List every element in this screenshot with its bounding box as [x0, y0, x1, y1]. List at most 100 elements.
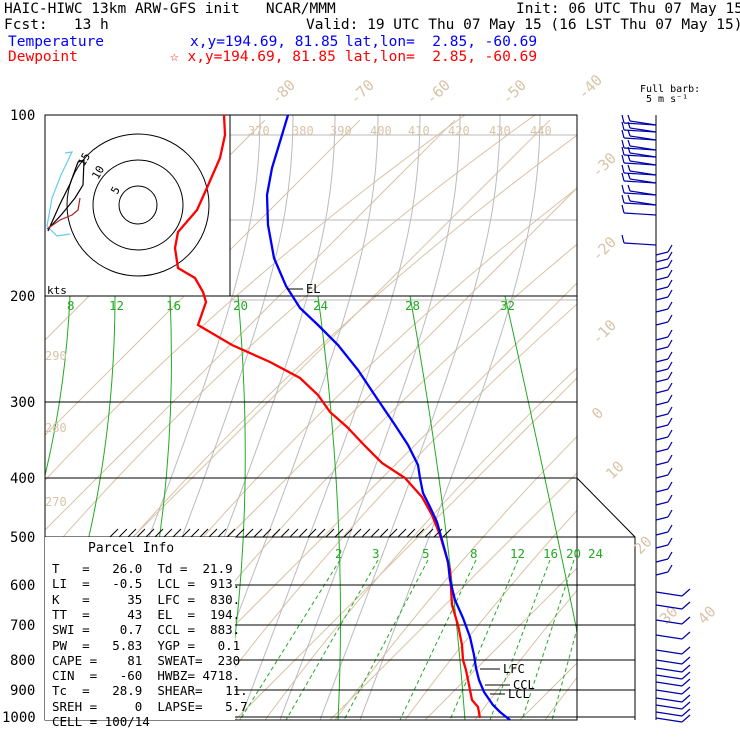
- lfc-label: LFC: [503, 662, 525, 676]
- wind-barb-feather: [621, 146, 625, 156]
- pressure-label-800: 800: [10, 653, 35, 669]
- mixing-ratio-label: 5: [422, 546, 430, 561]
- wind-barb: [655, 659, 683, 665]
- wind-barb-feather: [681, 686, 691, 695]
- hatch-mark: [379, 528, 389, 538]
- wind-barb-feather: [627, 154, 631, 162]
- isotherm-label: -80: [267, 76, 299, 108]
- wind-barb-feather: [667, 454, 673, 463]
- theta-e-label: 370: [248, 124, 270, 138]
- adiabat-line: [45, 115, 536, 559]
- adiabat-line: [474, 589, 577, 720]
- wind-barb: [655, 649, 683, 655]
- theta-e-label: 440: [530, 124, 552, 138]
- wind-barb-feather: [667, 301, 673, 310]
- wind-barb-feather: [627, 194, 631, 202]
- theta-e-line: [359, 115, 541, 720]
- wind-barb: [655, 558, 669, 563]
- hodo-trace-black: [47, 159, 85, 232]
- wind-barb-feather: [621, 184, 625, 194]
- wind-barb: [655, 448, 669, 453]
- hatch-mark: [424, 528, 434, 538]
- mixing-ratio-lower-line: [551, 627, 577, 720]
- pressure-label-100: 100: [10, 108, 35, 124]
- wind-barb-feather: [621, 121, 625, 131]
- mixing-ratio-label: 8: [470, 546, 478, 561]
- hatch-mark: [208, 528, 218, 538]
- wind-barb-feather: [667, 417, 673, 426]
- mixing-ratio-label: 3: [372, 546, 380, 561]
- mixing-ratio-line: [409, 295, 466, 720]
- hatch-mark: [280, 528, 290, 538]
- wind-barb-feather: [621, 154, 625, 164]
- el-label: EL: [306, 282, 320, 296]
- isotherm-label: 40: [694, 602, 720, 628]
- mixing-ratio-lower-line: [449, 559, 519, 720]
- hatch-mark: [325, 528, 335, 538]
- wind-barb-feather: [681, 646, 691, 655]
- hatch-mark: [190, 528, 200, 538]
- wind-barbs: [621, 114, 691, 723]
- wind-barb: [655, 591, 683, 597]
- theta-e-label: 420: [448, 124, 470, 138]
- hatch-mark: [181, 528, 191, 538]
- valid-time: Valid: 19 UTC Thu 07 May 15 (16 LST Thu …: [306, 17, 740, 33]
- wind-barb: [655, 321, 669, 326]
- mixing-ratio-label: 8: [67, 298, 75, 313]
- mixing-ratio-label: 20: [566, 546, 581, 561]
- wind-barb-feather: [627, 146, 631, 154]
- parcel-info-row: PW = 5.83 YGP = 0.1: [52, 637, 241, 653]
- isotherm-label: -30: [588, 149, 620, 181]
- hatch-mark: [442, 528, 452, 538]
- wind-barb-feather: [627, 121, 631, 129]
- wind-barb-feather: [681, 616, 691, 625]
- parcel-info-row: CELL = 100/14: [52, 714, 150, 729]
- wind-barb: [655, 368, 669, 373]
- wind-barb-feather: [667, 351, 673, 360]
- wind-barb: [655, 619, 683, 625]
- parcel-info-row: SWI = 0.7 CCL = 883.: [52, 622, 241, 638]
- wind-barb: [629, 145, 657, 151]
- hatch-mark: [307, 528, 317, 538]
- parcel-info-row: LI = -0.5 LCL = 913.: [52, 576, 241, 592]
- wind-barb: [655, 667, 683, 673]
- wind-barb: [655, 488, 669, 493]
- parcel-info-row: SREH = 0 LAPSE= 5.7: [52, 698, 248, 714]
- hatch-mark: [415, 528, 425, 538]
- theta-e-lines: [79, 115, 577, 720]
- pressure-label-500: 500: [10, 530, 35, 546]
- wind-barb-feather: [667, 537, 673, 546]
- mixing-ratio-label: 24: [313, 298, 328, 313]
- hatch-mark: [118, 528, 128, 538]
- pressure-label-200: 200: [10, 289, 35, 305]
- isotherm-label: 10: [602, 457, 628, 483]
- parcel-info-row: CAPE = 81 SWEAT= 230: [52, 652, 241, 668]
- wind-barb: [655, 604, 683, 610]
- pressure-labels: 100 200 300 400 500 600 700 800 900 1000: [2, 108, 36, 726]
- theta-e-labels: 370 380 390 400 410 420 430 440 290 280 270: [45, 124, 552, 509]
- mixing-ratio-lower-line: [343, 559, 429, 720]
- wind-barb: [655, 697, 683, 703]
- wind-barb: [655, 436, 669, 441]
- theta-e-label: 270: [45, 495, 67, 509]
- freezing-level-hatch: [109, 528, 452, 538]
- mixing-ratio-label: 12: [510, 546, 525, 561]
- wind-barb: [655, 308, 669, 313]
- hatch-mark: [361, 528, 371, 538]
- wind-barb-feather: [667, 509, 673, 518]
- adiabat-line: [615, 115, 740, 720]
- barb-key-label: Full barb:: [640, 84, 701, 95]
- wind-barb: [629, 127, 657, 133]
- plot-frame: [44, 114, 578, 721]
- hatch-mark: [226, 528, 236, 538]
- hatch-mark: [199, 528, 209, 538]
- wind-barb-feather: [621, 164, 625, 174]
- wind-barb: [655, 358, 669, 363]
- mixing-ratio-label: 28: [405, 298, 420, 313]
- hatch-mark: [289, 528, 299, 538]
- wind-barb-feather: [667, 329, 673, 338]
- wind-barb-feather: [627, 114, 631, 122]
- theta-e-line: [279, 115, 461, 720]
- wind-barb-feather: [681, 678, 691, 687]
- wind-barb-feather: [621, 234, 625, 244]
